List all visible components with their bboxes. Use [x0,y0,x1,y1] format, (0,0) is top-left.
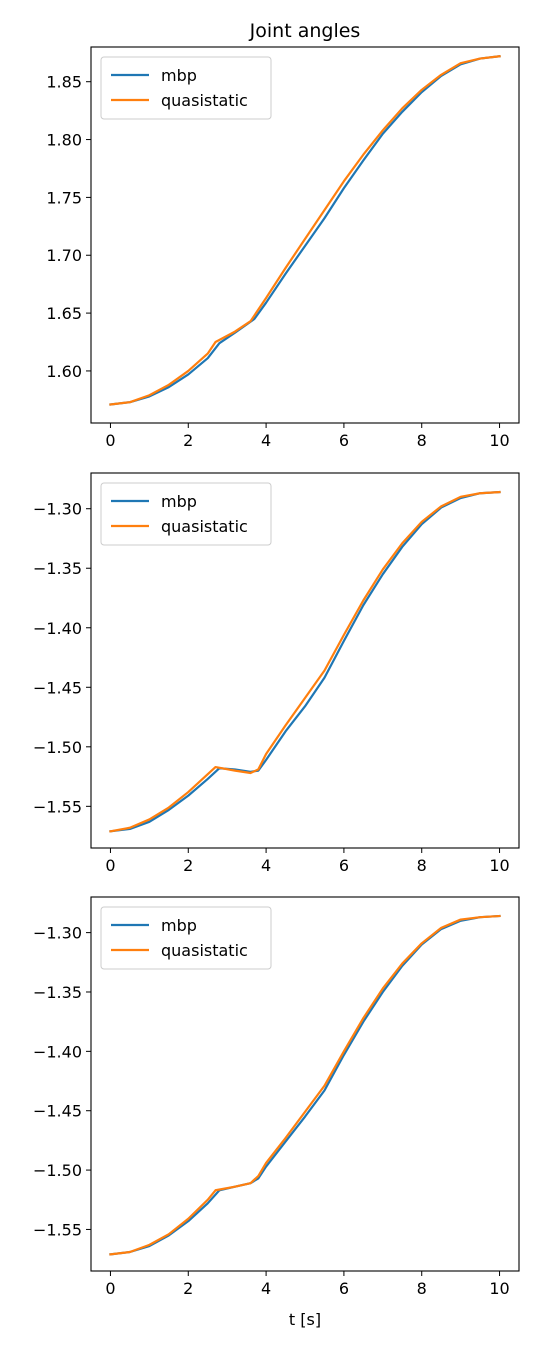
y-tick-label: −1.45 [33,678,82,697]
legend-label-quasistatic: quasistatic [161,517,248,536]
x-tick-label: 6 [339,431,349,450]
figure-title: Joint angles [249,20,361,42]
y-tick-label: −1.55 [33,797,82,816]
legend-label-mbp: mbp [161,916,197,935]
x-tick-label: 8 [417,1279,427,1298]
legend-label-quasistatic: quasistatic [161,91,248,110]
x-tick-label: 4 [261,431,271,450]
subplot-3: 0 2 4 6 8 10 −1.55 −1.50 −1.45 −1.40 −1.35 −1.30 mbp… [33,896,520,1298]
x-axis-label: t [s] [289,1310,321,1329]
series-line-mbp [109,55,501,406]
x-tick-label: 6 [339,856,349,875]
subplot-1: 0 2 4 6 8 10 1.60 1.65 1.70 1.75 1.80 1.85 mbp quasis… [46,46,520,450]
series-line-quasistatic [109,490,501,833]
x-tick-label: 10 [489,431,509,450]
series-line-quasistatic [109,55,501,406]
x-tick-label: 8 [417,431,427,450]
legend-box [100,56,272,120]
x-tick-label: 4 [261,1279,271,1298]
y-tick-label: 1.60 [46,362,82,381]
y-tick-label: 1.75 [46,188,82,207]
subplots: 0 2 4 6 8 10 1.60 1.65 1.70 1.75 1.80 1.85 mbp quasis… [33,46,520,1298]
y-tick-label: −1.55 [33,1220,82,1239]
axes-frame [90,46,520,424]
y-tick-label: −1.40 [33,619,82,638]
x-tick-label: 2 [183,856,193,875]
y-tick-label: −1.35 [33,559,82,578]
y-tick-label: −1.30 [33,500,82,519]
y-tick-label: −1.35 [33,983,82,1002]
y-tick-label: 1.80 [46,131,82,150]
legend-label-mbp: mbp [161,66,197,85]
y-tick-label: −1.45 [33,1102,82,1121]
legend: mbp quasistatic [100,482,272,546]
legend-label-mbp: mbp [161,492,197,511]
series-line-quasistatic [109,914,501,1256]
x-tick-label: 8 [417,856,427,875]
series-line-mbp [109,490,501,833]
x-tick-label: 0 [105,431,115,450]
x-tick-label: 6 [339,1279,349,1298]
x-tick-label: 2 [183,1279,193,1298]
y-tick-label: −1.50 [33,1161,82,1180]
x-tick-label: 0 [105,856,115,875]
subplot-2: 0 2 4 6 8 10 −1.55 −1.50 −1.45 −1.40 −1.35 −1.30 mbp… [33,472,520,875]
y-tick-label: −1.30 [33,924,82,943]
x-tick-label: 10 [489,856,509,875]
y-tick-label: 1.70 [46,246,82,265]
x-tick-label: 10 [489,1279,509,1298]
legend-box [100,482,272,546]
axes-frame [90,896,520,1272]
x-tick-label: 2 [183,431,193,450]
legend: mbp quasistatic [100,56,272,120]
y-tick-label: 1.65 [46,304,82,323]
x-tick-label: 4 [261,856,271,875]
legend-box [100,906,272,970]
y-tick-label: 1.85 [46,73,82,92]
x-tick-label: 0 [105,1279,115,1298]
y-tick-label: −1.40 [33,1042,82,1061]
axes-frame [90,472,520,849]
legend: mbp quasistatic [100,906,272,970]
y-tick-label: −1.50 [33,738,82,757]
legend-label-quasistatic: quasistatic [161,941,248,960]
